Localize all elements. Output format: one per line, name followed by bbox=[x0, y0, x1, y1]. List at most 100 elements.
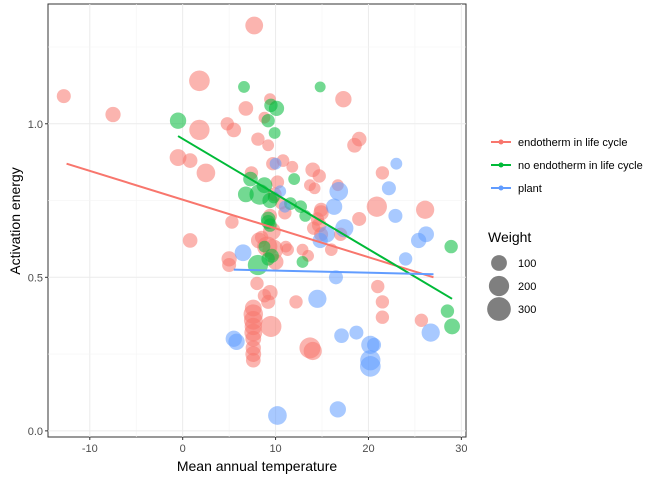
data-point bbox=[258, 240, 271, 253]
legend-size-key bbox=[487, 297, 511, 321]
data-point bbox=[289, 295, 303, 309]
data-point bbox=[182, 153, 198, 168]
trend-line bbox=[66, 162, 434, 279]
data-point bbox=[182, 233, 198, 248]
data-point bbox=[105, 106, 121, 123]
data-point bbox=[312, 169, 326, 183]
legend-key-point bbox=[498, 162, 504, 168]
data-point bbox=[375, 310, 390, 324]
data-point bbox=[244, 299, 262, 317]
data-point bbox=[189, 70, 210, 92]
data-point bbox=[381, 181, 396, 196]
legend-key-point bbox=[498, 139, 504, 145]
data-point bbox=[222, 258, 237, 273]
data-point bbox=[347, 137, 362, 153]
legend-label: endotherm in life cycle bbox=[518, 137, 627, 149]
trend-lines bbox=[66, 135, 453, 300]
data-point bbox=[418, 226, 434, 243]
data-point bbox=[268, 100, 285, 117]
data-point bbox=[304, 179, 316, 192]
data-points bbox=[56, 16, 460, 425]
data-point bbox=[398, 252, 413, 266]
data-point bbox=[314, 81, 326, 93]
legend-size: Weight 100 200 300 bbox=[487, 229, 536, 321]
data-point bbox=[444, 318, 460, 335]
data-point bbox=[444, 239, 458, 254]
data-point bbox=[238, 101, 254, 116]
data-point bbox=[238, 80, 250, 93]
data-point bbox=[329, 181, 349, 201]
data-point bbox=[367, 337, 382, 352]
x-tick-label: 30 bbox=[455, 443, 467, 455]
data-point bbox=[251, 132, 265, 146]
data-point bbox=[375, 295, 390, 309]
legend-size-key bbox=[491, 255, 507, 271]
data-point bbox=[268, 127, 281, 139]
data-point bbox=[329, 401, 346, 418]
data-point bbox=[375, 166, 390, 180]
data-point bbox=[250, 276, 264, 291]
data-point bbox=[269, 157, 282, 170]
legend-size-label: 300 bbox=[518, 304, 536, 316]
data-point bbox=[189, 119, 210, 141]
data-point bbox=[225, 215, 239, 229]
data-point bbox=[244, 323, 263, 342]
data-point bbox=[245, 16, 264, 35]
x-tick-label: 10 bbox=[269, 443, 281, 455]
trend-line bbox=[177, 135, 453, 300]
data-point bbox=[325, 198, 343, 215]
x-tick-label: -10 bbox=[82, 443, 98, 455]
data-point bbox=[245, 346, 262, 362]
legend-size-title: Weight bbox=[488, 229, 531, 245]
data-point bbox=[196, 163, 216, 183]
data-point bbox=[414, 313, 429, 327]
data-point bbox=[278, 200, 291, 213]
data-point bbox=[306, 221, 321, 235]
x-axis-title: Mean annual temperature bbox=[177, 458, 338, 474]
legend-color: endotherm in life cycle no endotherm in l… bbox=[491, 137, 643, 195]
data-point bbox=[268, 406, 287, 425]
data-point bbox=[281, 243, 294, 256]
y-tick-label: 1.0 bbox=[28, 119, 43, 131]
legend-size-label: 100 bbox=[518, 258, 536, 270]
data-point bbox=[261, 294, 276, 309]
data-point bbox=[169, 112, 187, 129]
x-tick-label: 20 bbox=[362, 443, 374, 455]
data-point bbox=[261, 114, 275, 128]
data-point bbox=[228, 333, 245, 350]
data-point bbox=[274, 185, 287, 198]
data-point bbox=[169, 149, 187, 166]
x-tick-label: 0 bbox=[180, 443, 186, 455]
data-point bbox=[262, 139, 275, 152]
legend-size-key bbox=[488, 275, 510, 297]
data-point bbox=[390, 157, 403, 170]
data-point bbox=[349, 325, 364, 340]
data-point bbox=[237, 186, 254, 203]
trend-line bbox=[233, 268, 434, 276]
data-point bbox=[421, 323, 440, 342]
data-point bbox=[303, 341, 322, 361]
legend-label: no endotherm in life cycle bbox=[518, 160, 643, 172]
data-point bbox=[260, 315, 282, 337]
data-point bbox=[328, 270, 343, 285]
data-point bbox=[296, 256, 309, 268]
y-axis-title: Activation energy bbox=[7, 167, 23, 274]
data-point bbox=[286, 160, 299, 173]
y-tick-label: 0.5 bbox=[28, 272, 43, 284]
data-point bbox=[56, 89, 71, 104]
data-point bbox=[308, 289, 327, 308]
data-point bbox=[366, 196, 387, 217]
data-point bbox=[371, 279, 385, 294]
plot-panel bbox=[47, 3, 467, 438]
axes: -10 0 10 20 30 0.0 0.5 1.0 bbox=[28, 119, 468, 455]
data-point bbox=[388, 208, 403, 223]
data-point bbox=[234, 244, 252, 262]
data-point bbox=[226, 122, 242, 138]
data-point bbox=[335, 91, 352, 108]
data-point bbox=[247, 254, 269, 276]
y-tick-label: 0.0 bbox=[28, 426, 43, 438]
data-point bbox=[440, 304, 455, 318]
legend-label: plant bbox=[518, 183, 542, 195]
data-point bbox=[288, 173, 301, 185]
